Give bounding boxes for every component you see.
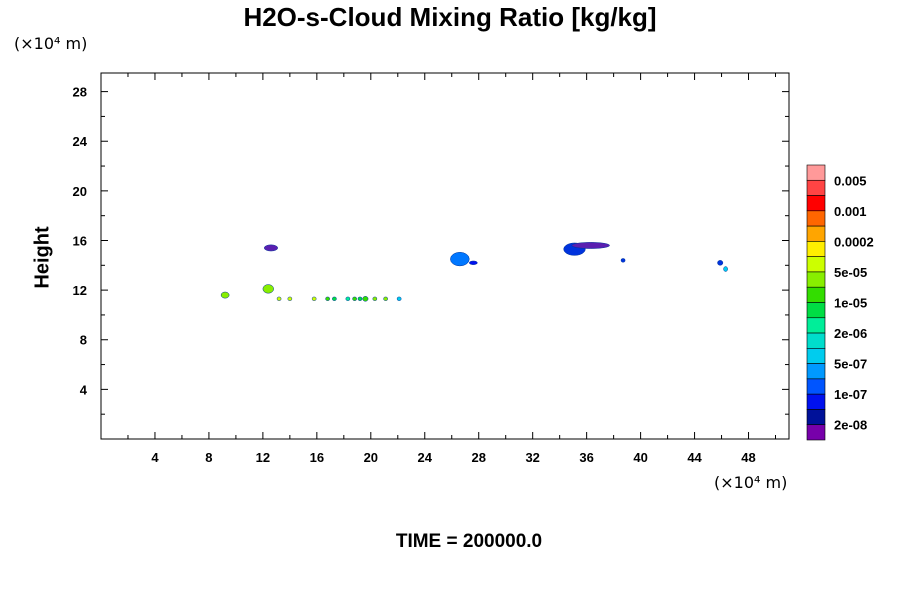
cloud-cell <box>352 296 357 301</box>
colorbar-segment <box>806 164 826 181</box>
cloud-cell <box>220 291 230 299</box>
colorbar-label: 5e-05 <box>834 265 867 280</box>
colorbar-segment <box>806 179 826 196</box>
cloud-cell <box>723 266 728 272</box>
colorbar-segment <box>806 241 826 257</box>
time-label: TIME = 200000.0 <box>395 531 543 552</box>
y-tick-label: 20 <box>73 184 87 199</box>
x-tick-label: 16 <box>310 450 324 465</box>
y-tick-label: 16 <box>73 233 87 248</box>
colorbar-segment <box>806 302 826 319</box>
cloud-cell <box>262 284 274 294</box>
colorbar-label: 0.005 <box>834 173 867 188</box>
cloud-cell <box>287 296 293 301</box>
cloud-cell <box>357 296 363 301</box>
y-tick-label: 28 <box>73 85 87 100</box>
colorbar-segment <box>806 363 826 380</box>
cloud-cell <box>469 260 478 265</box>
x-tick-label: 40 <box>633 450 647 465</box>
x-tick-label: 44 <box>687 450 702 465</box>
colorbar-segment <box>806 393 826 410</box>
cloud-cell <box>396 296 402 301</box>
cloud-cell <box>383 296 388 301</box>
colorbar-segment <box>806 348 826 364</box>
x-tick-label: 24 <box>418 450 433 465</box>
colorbar-label: 5e-07 <box>834 357 867 372</box>
colorbar-segment <box>806 210 826 227</box>
colorbar-segment <box>806 271 826 288</box>
x-tick-label: 32 <box>525 450 539 465</box>
y-unit-label: (×10⁴ m) <box>14 34 88 53</box>
colorbar-segment <box>806 225 826 242</box>
x-tick-label: 48 <box>741 450 755 465</box>
x-tick-label: 12 <box>256 450 270 465</box>
colorbar-segment <box>806 317 826 334</box>
colorbar-label: 0.001 <box>834 204 867 219</box>
cloud-cell <box>263 244 278 252</box>
colorbar-segment <box>806 409 826 426</box>
x-tick-label: 36 <box>579 450 593 465</box>
colorbar-segment <box>806 332 826 349</box>
x-tick-label: 8 <box>205 450 212 465</box>
x-unit-label: (×10⁴ m) <box>714 473 788 492</box>
cloud-cell <box>717 260 724 266</box>
plot-frame <box>100 72 790 440</box>
cloud-cell <box>325 296 330 301</box>
colorbar-segment <box>806 195 826 212</box>
y-tick-label: 24 <box>73 134 88 149</box>
cloud-cell <box>620 258 626 263</box>
x-tick-label: 4 <box>151 450 159 465</box>
cloud-cell <box>311 296 317 301</box>
colorbar-segment <box>806 256 826 273</box>
cloud-cell <box>571 242 610 249</box>
cloud-cell <box>450 252 470 267</box>
colorbar-label: 1e-05 <box>834 296 867 311</box>
x-tick-label: 28 <box>471 450 485 465</box>
colorbar-segment <box>806 424 826 441</box>
x-tick-label: 20 <box>364 450 378 465</box>
colorbar-segment <box>806 286 826 303</box>
cloud-cell <box>276 296 282 301</box>
chart-title: H2O-s-Cloud Mixing Ratio [kg/kg] <box>243 2 657 32</box>
cloud-cell <box>332 296 337 301</box>
colorbar-label: 0.0002 <box>834 234 874 249</box>
colorbar-label: 2e-06 <box>834 326 867 341</box>
y-tick-label: 8 <box>80 333 87 348</box>
y-tick-label: 12 <box>73 283 87 298</box>
cloud-cell <box>345 296 351 301</box>
cloud-cell <box>372 296 378 301</box>
colorbar-segment <box>806 378 826 395</box>
cloud-cell <box>362 296 369 302</box>
y-tick-label: 4 <box>80 382 88 397</box>
colorbar-label: 2e-08 <box>834 418 867 433</box>
colorbar-label: 1e-07 <box>834 387 867 402</box>
